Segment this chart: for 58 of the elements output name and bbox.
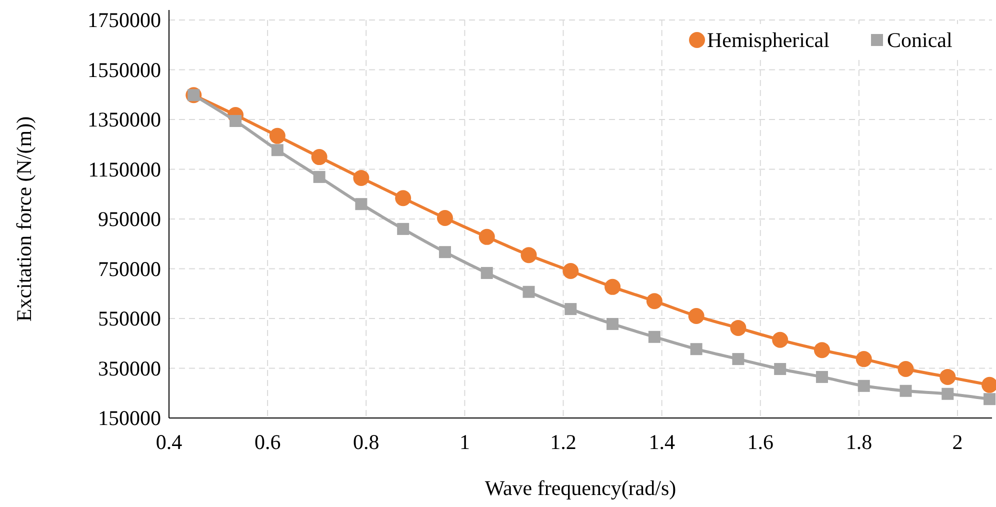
point (271, 144, 284, 156)
point (313, 170, 326, 183)
y-tick-label: 350000 (98, 356, 161, 380)
y-tick-label: 1350000 (88, 108, 161, 132)
x-tick-label: 0.8 (353, 430, 380, 454)
y-tick-label: 950000 (98, 207, 161, 231)
y-tick-label: 1150000 (88, 157, 161, 182)
x-axis-title: Wave frequency(rad/s) (484, 476, 676, 500)
point (606, 318, 619, 330)
point (732, 353, 744, 366)
point (480, 266, 493, 279)
x-tick-label: 1 (459, 430, 470, 454)
point (940, 368, 956, 385)
y-tick-label: 550000 (98, 306, 161, 330)
point (648, 330, 660, 343)
point (604, 278, 621, 295)
point (353, 170, 370, 186)
point (774, 362, 786, 375)
point (269, 128, 286, 144)
point (436, 210, 453, 226)
x-tick-label: 2 (952, 430, 963, 454)
point (562, 262, 579, 279)
point (395, 190, 412, 206)
point (564, 303, 577, 316)
point (522, 286, 535, 298)
x-tick-label: 0.4 (156, 430, 183, 454)
point (520, 247, 537, 264)
point (688, 308, 704, 324)
x-tick-label: 1.6 (747, 430, 774, 454)
x-tick-label: 1.2 (550, 430, 576, 454)
point (478, 228, 495, 245)
point (816, 370, 828, 383)
x-tick-label: 1.4 (648, 430, 676, 454)
y-tick-label: 150000 (98, 406, 161, 430)
y-axis-title: Excitation force (N/(m)) (12, 116, 36, 322)
point (772, 332, 788, 348)
point (730, 320, 746, 336)
point (898, 360, 914, 377)
x-tick-label: 1.8 (846, 430, 872, 454)
point (856, 351, 872, 368)
point (690, 343, 702, 356)
point (397, 222, 410, 235)
point (814, 342, 830, 358)
point (942, 388, 954, 400)
point (858, 380, 870, 392)
y-tick-label: 1550000 (88, 58, 161, 82)
point (646, 293, 662, 310)
point (438, 246, 451, 258)
point (230, 114, 242, 127)
y-tick-label: 750000 (98, 256, 161, 281)
legend-label: Conical (887, 28, 952, 52)
legend-label: Hemispherical (707, 28, 830, 52)
point (355, 198, 368, 210)
x-tick-label: 0.6 (254, 430, 281, 454)
point (900, 384, 912, 397)
point (984, 393, 996, 406)
point (311, 149, 328, 166)
y-tick-label: 1750000 (88, 8, 161, 32)
